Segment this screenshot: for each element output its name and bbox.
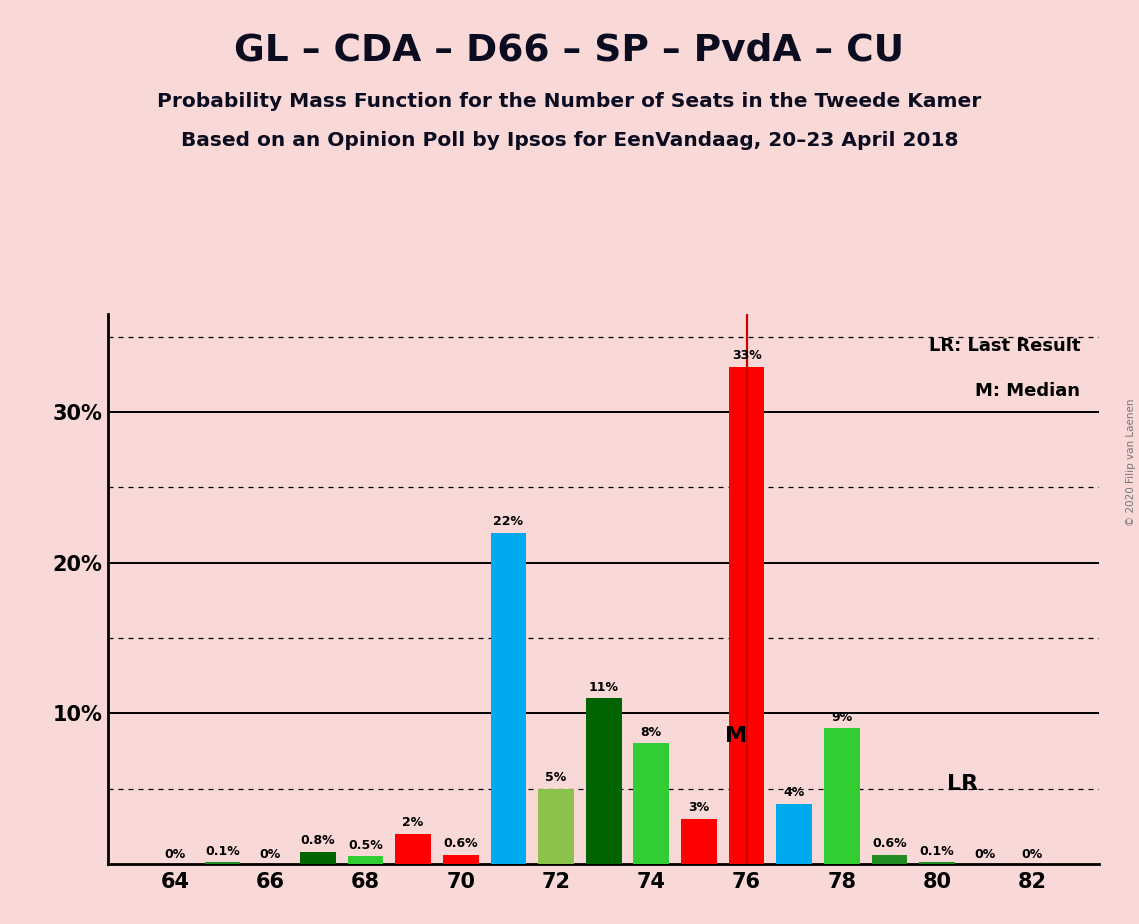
Text: Probability Mass Function for the Number of Seats in the Tweede Kamer: Probability Mass Function for the Number…: [157, 92, 982, 112]
Text: M: Median: M: Median: [975, 382, 1080, 400]
Text: LR: Last Result: LR: Last Result: [928, 336, 1080, 355]
Text: 22%: 22%: [493, 515, 524, 528]
Text: 4%: 4%: [784, 786, 805, 799]
Text: Based on an Opinion Poll by Ipsos for EenVandaag, 20–23 April 2018: Based on an Opinion Poll by Ipsos for Ee…: [181, 131, 958, 151]
Bar: [777, 804, 812, 864]
Text: 9%: 9%: [831, 711, 852, 723]
Bar: [633, 744, 670, 864]
Text: 5%: 5%: [546, 772, 567, 784]
Bar: [443, 855, 478, 864]
Text: 0%: 0%: [1022, 848, 1043, 861]
Text: M: M: [726, 726, 747, 746]
Text: LR: LR: [947, 774, 977, 794]
Text: 0.1%: 0.1%: [920, 845, 954, 857]
Bar: [205, 862, 240, 864]
Text: 0.6%: 0.6%: [872, 837, 907, 850]
Text: © 2020 Filip van Laenen: © 2020 Filip van Laenen: [1125, 398, 1136, 526]
Text: 2%: 2%: [402, 816, 424, 830]
Bar: [585, 699, 622, 864]
Bar: [538, 788, 574, 864]
Text: 0.5%: 0.5%: [349, 839, 383, 852]
Bar: [729, 367, 764, 864]
Text: 3%: 3%: [688, 801, 710, 814]
Bar: [871, 855, 908, 864]
Text: 11%: 11%: [589, 681, 618, 694]
Text: 0.1%: 0.1%: [205, 845, 240, 857]
Bar: [395, 833, 431, 864]
Text: 0.8%: 0.8%: [301, 834, 335, 847]
Bar: [823, 728, 860, 864]
Text: 33%: 33%: [731, 349, 762, 362]
Text: 0%: 0%: [164, 848, 186, 861]
Text: 0%: 0%: [260, 848, 281, 861]
Text: 0.6%: 0.6%: [443, 837, 478, 850]
Text: 8%: 8%: [641, 726, 662, 739]
Text: 0%: 0%: [974, 848, 995, 861]
Bar: [347, 857, 384, 864]
Bar: [300, 852, 336, 864]
Bar: [491, 532, 526, 864]
Text: GL – CDA – D66 – SP – PvdA – CU: GL – CDA – D66 – SP – PvdA – CU: [235, 32, 904, 68]
Bar: [919, 862, 954, 864]
Bar: [681, 819, 716, 864]
